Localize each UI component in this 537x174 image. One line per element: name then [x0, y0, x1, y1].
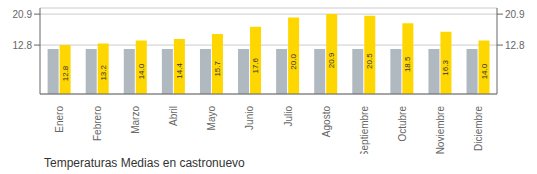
- svg-text:Enero: Enero: [54, 106, 65, 133]
- svg-text:Agosto: Agosto: [321, 106, 332, 138]
- svg-text:17.6: 17.6: [251, 57, 260, 73]
- svg-text:20.5: 20.5: [365, 53, 374, 69]
- svg-text:Diciembre: Diciembre: [473, 106, 484, 151]
- svg-text:12.8: 12.8: [61, 65, 70, 81]
- svg-text:14.0: 14.0: [480, 63, 489, 79]
- svg-text:13.2: 13.2: [99, 64, 108, 80]
- svg-text:Abril: Abril: [168, 106, 179, 126]
- svg-text:Marzo: Marzo: [130, 106, 141, 134]
- svg-text:Julio: Julio: [283, 106, 294, 127]
- svg-text:Mayo: Mayo: [206, 106, 217, 131]
- svg-text:20.9: 20.9: [13, 9, 33, 20]
- svg-text:20.9: 20.9: [505, 9, 525, 20]
- svg-text:Junio: Junio: [244, 106, 255, 130]
- svg-text:Septiembre: Septiembre: [359, 106, 370, 154]
- svg-text:18.5: 18.5: [403, 56, 412, 72]
- svg-text:Noviembre: Noviembre: [435, 106, 446, 154]
- svg-text:20.9: 20.9: [327, 52, 336, 68]
- svg-text:12.8: 12.8: [505, 40, 525, 51]
- svg-text:Octubre: Octubre: [397, 106, 408, 142]
- svg-text:12.8: 12.8: [13, 40, 33, 51]
- svg-text:14.4: 14.4: [175, 63, 184, 79]
- svg-text:Febrero: Febrero: [92, 106, 103, 141]
- html-text:Temperaturas Medias en castron: Temperaturas Medias en castronuevo: [44, 156, 245, 170]
- svg-text:14.0: 14.0: [137, 63, 146, 79]
- svg-text:16.3: 16.3: [441, 60, 450, 76]
- svg-text:20.0: 20.0: [289, 54, 298, 70]
- svg-text:15.7: 15.7: [213, 60, 222, 76]
